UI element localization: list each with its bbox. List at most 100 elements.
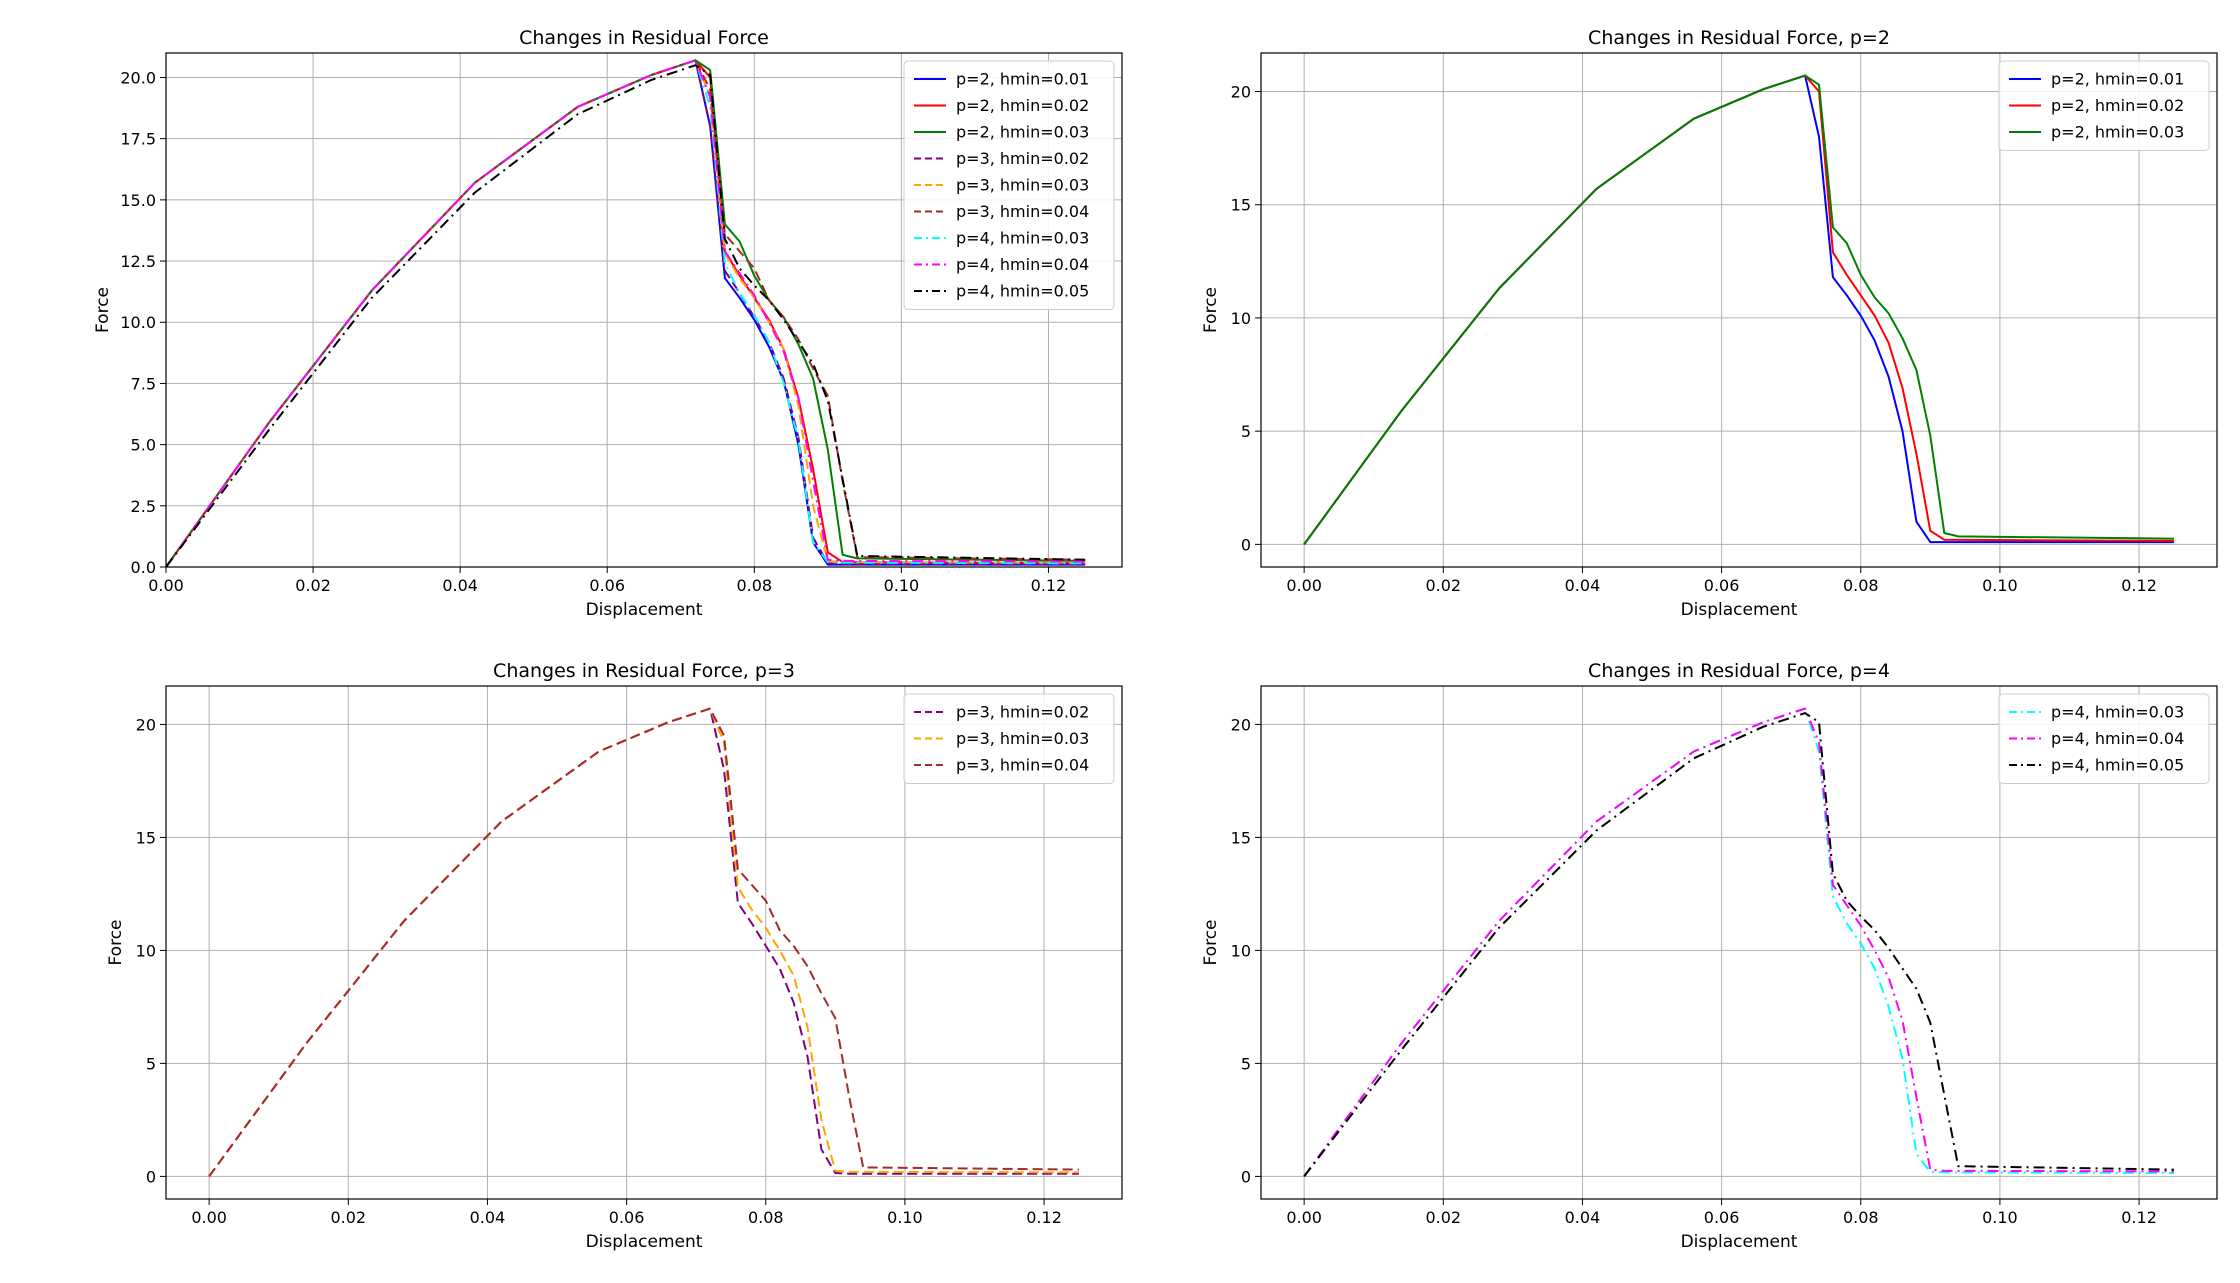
- x-tick-label: 0.10: [884, 576, 920, 595]
- x-tick-label: 0.00: [191, 1208, 227, 1227]
- y-tick-label: 0: [1241, 535, 1251, 554]
- x-tick-label: 0.04: [1565, 576, 1601, 595]
- x-tick-label: 0.00: [1286, 576, 1322, 595]
- y-tick-label: 10: [1231, 941, 1251, 960]
- y-axis-label: Force: [1201, 287, 1221, 333]
- legend-label: p=3, hmin=0.03: [956, 176, 1089, 195]
- y-tick-label: 10: [1231, 309, 1251, 328]
- chart-title: Changes in Residual Force, p=2: [1588, 27, 1890, 49]
- y-tick-label: 20.0: [120, 68, 156, 87]
- x-tick-label: 0.06: [1704, 576, 1740, 595]
- y-tick-label: 10.0: [120, 313, 156, 332]
- y-tick-label: 5.0: [131, 436, 156, 455]
- x-tick-label: 0.12: [2121, 576, 2157, 595]
- legend: p=3, hmin=0.02 p=3, hmin=0.03 p=3, hmin=0.…: [903, 693, 1115, 784]
- x-tick-label: 0.04: [470, 1208, 506, 1227]
- y-axis-label: Force: [93, 287, 113, 333]
- y-tick-label: 10: [136, 941, 156, 960]
- x-tick-label: 0.02: [330, 1208, 366, 1227]
- x-axis-label: Displacement: [586, 1232, 703, 1252]
- x-tick-label: 0.08: [736, 576, 772, 595]
- legend-label: p=4, hmin=0.04: [956, 255, 1089, 274]
- y-tick-label: 5: [1241, 422, 1251, 441]
- chart-panel-4: 0.00 0.02 0.04 0.06 0.08 0.10 0.12 0 5 10 15 20 Chan…: [1201, 660, 2218, 1252]
- x-tick-label: 0.08: [748, 1208, 784, 1227]
- x-tick-label: 0.10: [1982, 576, 2018, 595]
- y-tick-label: 17.5: [120, 130, 156, 149]
- chart-panel-3: 0.00 0.02 0.04 0.06 0.08 0.10 0.12 0 5 10 15 20 Chan…: [106, 660, 1123, 1252]
- legend-label: p=2, hmin=0.03: [956, 123, 1089, 142]
- chart-panel-2: 0.00 0.02 0.04 0.06 0.08 0.10 0.12 0 5 10 15 20 Chan…: [1201, 27, 2218, 620]
- series-group: [1303, 707, 2174, 1178]
- legend-label: p=3, hmin=0.02: [956, 149, 1089, 168]
- y-tick-label: 2.5: [131, 497, 156, 516]
- series-line-p-4-hmin-0-04: [166, 59, 1086, 567]
- y-tick-label: 12.5: [120, 252, 156, 271]
- legend-label: p=2, hmin=0.03: [2051, 123, 2184, 142]
- plot-frame: [1260, 685, 2218, 1200]
- x-tick-label: 0.10: [887, 1208, 923, 1227]
- x-tick-label: 0.06: [1704, 1208, 1740, 1227]
- legend-label: p=2, hmin=0.02: [956, 96, 1089, 115]
- series-group: [166, 59, 1086, 567]
- legend-label: p=3, hmin=0.03: [956, 729, 1089, 748]
- legend-label: p=2, hmin=0.01: [956, 70, 1089, 89]
- y-axis-label: Force: [106, 920, 126, 966]
- x-tick-label: 0.02: [1425, 576, 1461, 595]
- series-group: [208, 707, 1079, 1177]
- y-tick-label: 15: [1231, 828, 1251, 847]
- x-tick-label: 0.00: [148, 576, 184, 595]
- y-axis-label: Force: [1201, 920, 1221, 966]
- x-tick-label: 0.02: [1425, 1208, 1461, 1227]
- y-tick-label: 20: [136, 715, 156, 734]
- legend-label: p=2, hmin=0.01: [2051, 70, 2184, 89]
- legend-label: p=4, hmin=0.03: [2051, 703, 2184, 722]
- plot-frame: [1260, 52, 2218, 568]
- chart-panel-1: 0.00 0.02 0.04 0.06 0.08 0.10 0.12 0.0 2.5 5.0 7.5…: [93, 27, 1123, 620]
- legend-label: p=4, hmin=0.04: [2051, 729, 2184, 748]
- legend-box: [1998, 60, 2210, 151]
- x-tick-label: 0.06: [589, 576, 625, 595]
- legend-label: p=3, hmin=0.02: [956, 703, 1089, 722]
- y-tick-label: 15: [1231, 196, 1251, 215]
- x-axis-label: Displacement: [586, 600, 703, 620]
- legend: p=2, hmin=0.01 p=2, hmin=0.02 p=2, hmin=0.…: [1998, 60, 2210, 151]
- y-tick-label: 7.5: [131, 374, 156, 393]
- y-tick-label: 5: [1241, 1054, 1251, 1073]
- series-group: [1303, 74, 2174, 545]
- legend: p=4, hmin=0.03 p=4, hmin=0.04 p=4, hmin=0.…: [1998, 693, 2210, 784]
- x-tick-label: 0.08: [1843, 576, 1879, 595]
- y-tick-label: 20: [1231, 82, 1251, 101]
- chart-title: Changes in Residual Force, p=4: [1588, 660, 1890, 682]
- chart-title: Changes in Residual Force: [519, 27, 769, 49]
- legend: p=2, hmin=0.01 p=2, hmin=0.02 p=2, hmin=0.…: [903, 60, 1115, 310]
- series-line-p-4-hmin-0-05: [1303, 712, 2174, 1178]
- x-tick-label: 0.04: [1565, 1208, 1601, 1227]
- y-tick-label: 15: [136, 828, 156, 847]
- legend-box: [903, 693, 1115, 784]
- legend-label: p=3, hmin=0.04: [956, 756, 1089, 775]
- plot-frame: [165, 685, 1123, 1200]
- x-tick-label: 0.06: [609, 1208, 645, 1227]
- series-line-p-3-hmin-0-04: [208, 707, 1079, 1177]
- series-line-p-3-hmin-0-04: [166, 59, 1086, 567]
- x-tick-label: 0.02: [295, 576, 331, 595]
- x-tick-label: 0.10: [1982, 1208, 2018, 1227]
- x-axis-label: Displacement: [1681, 1232, 1798, 1252]
- x-tick-label: 0.04: [442, 576, 478, 595]
- y-tick-label: 0: [146, 1167, 156, 1186]
- y-tick-label: 20: [1231, 715, 1251, 734]
- legend-box: [1998, 693, 2210, 784]
- x-tick-label: 0.12: [1031, 576, 1067, 595]
- y-tick-label: 0: [1241, 1167, 1251, 1186]
- legend-label: p=4, hmin=0.05: [956, 282, 1089, 301]
- series-line-p-4-hmin-0-05: [166, 64, 1086, 567]
- x-tick-label: 0.08: [1843, 1208, 1879, 1227]
- legend-label: p=4, hmin=0.03: [956, 229, 1089, 248]
- y-tick-label: 5: [146, 1054, 156, 1073]
- series-line-p-2-hmin-0-03: [1303, 74, 2174, 545]
- chart-title: Changes in Residual Force, p=3: [493, 660, 795, 682]
- series-line-p-4-hmin-0-04: [1303, 707, 2174, 1177]
- x-axis-label: Displacement: [1681, 600, 1798, 620]
